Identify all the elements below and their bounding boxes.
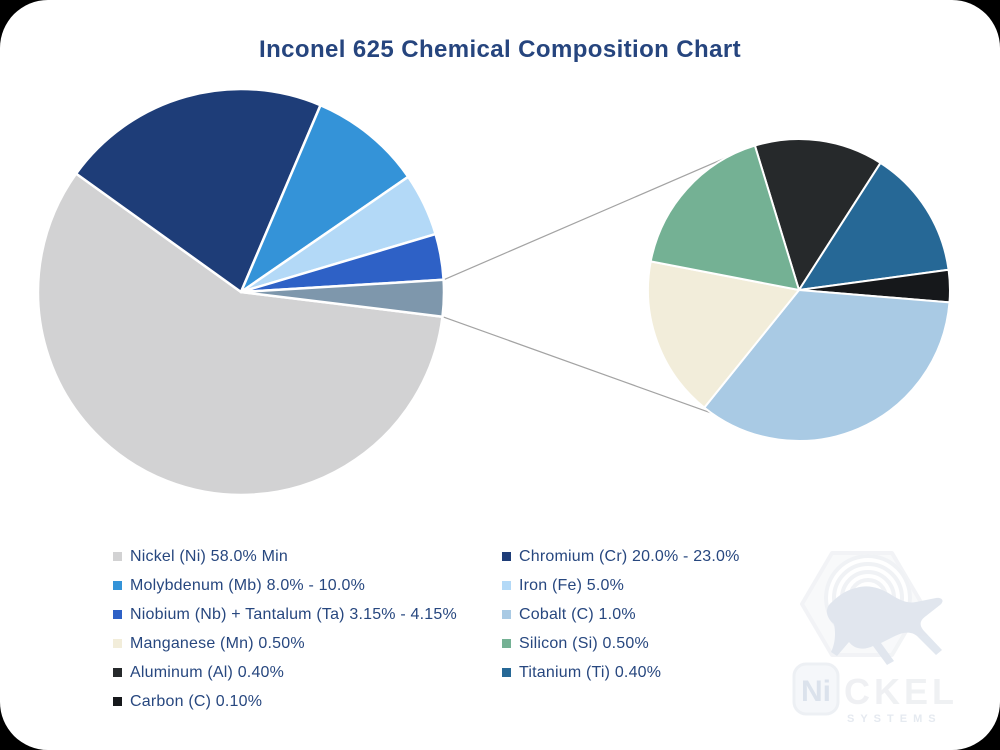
legend-column-2: Chromium (Cr) 20.0% - 23.0% Iron (Fe) 5.0… xyxy=(502,542,740,716)
pie-slice-molybdenum-mb xyxy=(239,103,410,294)
connector-line-upper xyxy=(443,156,728,281)
legend-item: Titanium (Ti) 0.40% xyxy=(502,658,740,687)
pie-slice-chromium-cr xyxy=(74,87,322,294)
pie-slice-aluminum-al xyxy=(753,138,882,291)
legend-item: Carbon (C) 0.10% xyxy=(113,687,502,716)
legend-label: Carbon (C) 0.10% xyxy=(130,692,263,710)
legend-marker xyxy=(502,639,511,648)
legend-marker xyxy=(113,552,122,561)
pie-slice-trace-elements-detail xyxy=(239,278,446,318)
pie-slice-titanium-ti xyxy=(798,161,950,291)
legend-item: Niobium (Nb) + Tantalum (Ta) 3.15% - 4.1… xyxy=(113,600,502,629)
legend-item: Molybdenum (Mb) 8.0% - 10.0% xyxy=(113,571,502,600)
logo-brand-text: CKEL xyxy=(844,671,958,712)
legend-item: Iron (Fe) 5.0% xyxy=(502,571,740,600)
legend-label: Chromium (Cr) 20.0% - 23.0% xyxy=(519,547,740,565)
legend-marker xyxy=(113,581,122,590)
pie-slice-silicon-si xyxy=(649,144,800,291)
legend-item: Aluminum (Al) 0.40% xyxy=(113,658,502,687)
logo-ni-box xyxy=(792,662,840,716)
pie-slice-nickel-ni xyxy=(36,172,444,497)
connector-line-lower xyxy=(442,316,712,414)
nickel-systems-logo: Ni CKEL SYSTEMS xyxy=(792,551,958,725)
legend-marker xyxy=(113,668,122,677)
legend-label: Iron (Fe) 5.0% xyxy=(519,576,625,594)
legend-label: Titanium (Ti) 0.40% xyxy=(519,663,662,681)
chart-title: Inconel 625 Chemical Composition Chart xyxy=(259,36,741,63)
legend-label: Aluminum (Al) 0.40% xyxy=(130,663,285,681)
legend-item: Nickel (Ni) 58.0% Min xyxy=(113,542,502,571)
legend-label: Niobium (Nb) + Tantalum (Ta) 3.15% - 4.1… xyxy=(130,605,457,623)
legend-label: Manganese (Mn) 0.50% xyxy=(130,634,305,652)
legend-marker xyxy=(502,610,511,619)
legend-label: Cobalt (C) 1.0% xyxy=(519,605,636,623)
legend-label: Nickel (Ni) 58.0% Min xyxy=(130,547,289,565)
legend-label: Silicon (Si) 0.50% xyxy=(519,634,649,652)
legend-item: Manganese (Mn) 0.50% xyxy=(113,629,502,658)
legend-item: Silicon (Si) 0.50% xyxy=(502,629,740,658)
legend: Nickel (Ni) 58.0% Min Molybdenum (Mb) 8.0… xyxy=(0,542,1000,716)
legend-marker xyxy=(113,639,122,648)
legend-marker xyxy=(113,610,122,619)
pie-slice-manganese-mn xyxy=(646,260,800,409)
pie-slice-cobalt-c xyxy=(703,289,951,442)
legend-column-1: Nickel (Ni) 58.0% Min Molybdenum (Mb) 8.0… xyxy=(113,542,502,716)
legend-label: Molybdenum (Mb) 8.0% - 10.0% xyxy=(130,576,366,594)
legend-marker xyxy=(502,552,511,561)
logo-ni-text: Ni xyxy=(801,675,831,708)
main-pie-chart xyxy=(36,87,446,497)
legend-marker xyxy=(502,581,511,590)
legend-marker xyxy=(502,668,511,677)
zoom-connector-lines xyxy=(442,156,728,414)
bison-icon xyxy=(826,586,943,665)
legend-item: Cobalt (C) 1.0% xyxy=(502,600,740,629)
legend-item: Chromium (Cr) 20.0% - 23.0% xyxy=(502,542,740,571)
legend-marker xyxy=(113,697,122,706)
detail-pie-chart xyxy=(646,138,951,442)
logo-tagline: SYSTEMS xyxy=(847,713,942,725)
